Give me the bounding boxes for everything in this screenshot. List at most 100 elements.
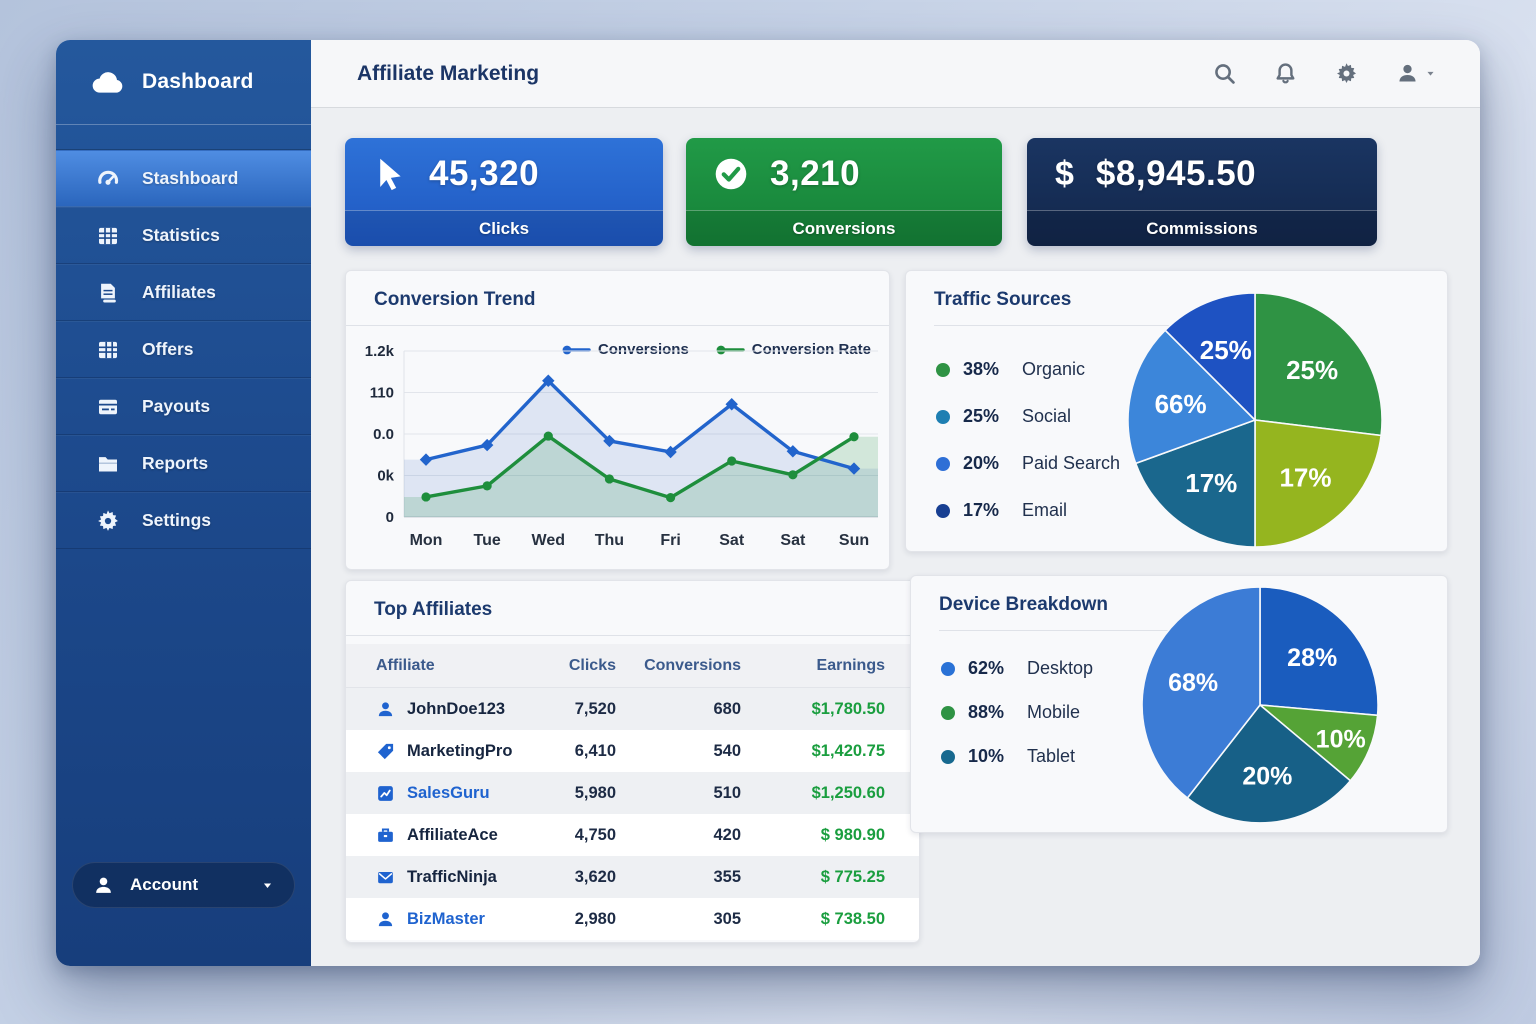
- data-point: [665, 493, 676, 503]
- clicks-cell: 3,620: [574, 867, 616, 886]
- data-point: [727, 456, 737, 466]
- kpi-label: Conversions: [686, 210, 1002, 246]
- legend-item: Conversion Rate: [715, 341, 871, 358]
- pie-slice-label: 25%: [1200, 335, 1252, 365]
- user-icon: [378, 911, 393, 926]
- legend-dot-icon: [936, 456, 950, 471]
- legend-item: 20% Paid Search: [936, 453, 1120, 474]
- settings-button[interactable]: [1335, 62, 1358, 85]
- column-header: Earnings: [816, 656, 885, 674]
- sidebar-item-label: Statistics: [142, 225, 220, 245]
- data-point: [482, 481, 492, 491]
- kpi-label: Commissions: [1027, 210, 1377, 246]
- sidebar-item-label: Settings: [142, 510, 212, 530]
- legend-dot-icon: [941, 705, 955, 720]
- sidebar-item-stashboard[interactable]: Stashboard: [56, 150, 311, 207]
- sidebar-item-reports[interactable]: Reports: [56, 435, 311, 492]
- svg-text:Mon: Mon: [410, 532, 443, 549]
- legend-item: Conversions: [561, 341, 689, 358]
- earnings-cell: $ 980.90: [820, 825, 885, 844]
- table-row[interactable]: MarketingPro 6,410 540 $1,420.75: [346, 730, 919, 772]
- earnings-cell: $ 738.50: [820, 909, 885, 928]
- sidebar-item-label: Stashboard: [142, 168, 239, 188]
- svg-text:0.0: 0.0: [373, 426, 394, 443]
- page-title: Affiliate Marketing: [357, 61, 540, 85]
- sidebar-item-label: Affiliates: [142, 282, 216, 302]
- divider: [346, 635, 919, 636]
- table-row[interactable]: BizMaster 2,980 305 $ 738.50: [346, 898, 919, 940]
- data-point: [725, 398, 738, 411]
- divider: [934, 325, 1173, 326]
- user-icon: [93, 875, 114, 896]
- conversions-cell: 680: [713, 699, 741, 718]
- dashboard-content: 45,320 Clicks 3,210 Conversions $ $8,945.…: [311, 108, 1480, 966]
- table-row[interactable]: SalesGuru 5,980 510 $1,250.60: [346, 772, 919, 814]
- pie-slice-label: 17%: [1185, 468, 1237, 498]
- sidebar-item-settings[interactable]: Settings: [56, 492, 311, 549]
- search-icon: [1215, 64, 1235, 84]
- pie-slice-label: 17%: [1279, 462, 1331, 492]
- svg-text:Wed: Wed: [532, 532, 565, 549]
- legend-item: 62% Desktop: [941, 658, 1093, 679]
- kpi-card-commissions: $ $8,945.50 Commissions: [1027, 138, 1377, 246]
- kpi-value: $8,945.50: [1095, 154, 1257, 193]
- pie-slice: [1127, 329, 1257, 465]
- traffic-sources-legend: 38% Organic 25% Social 20% Paid Search 1…: [936, 359, 1120, 521]
- sidebar-item-statistics[interactable]: Statistics: [56, 207, 311, 264]
- series-line: [424, 434, 856, 500]
- legend-dot-icon: [936, 503, 950, 518]
- data-point: [543, 431, 553, 441]
- affiliate-name-cell[interactable]: SalesGuru: [346, 784, 544, 803]
- pie-slice-label: 20%: [1242, 762, 1292, 790]
- earnings-cell: $1,780.50: [811, 699, 885, 718]
- svg-text:Fri: Fri: [660, 532, 680, 549]
- pie-slice-label: 66%: [1155, 389, 1207, 419]
- svg-text:0: 0: [386, 509, 394, 526]
- sidebar-item-label: Offers: [142, 339, 194, 359]
- svg-text:Thu: Thu: [595, 532, 624, 549]
- legend-item: 88% Mobile: [941, 702, 1093, 723]
- legend-marker: [716, 345, 745, 354]
- notifications-button[interactable]: [1274, 62, 1297, 85]
- chevron-down-icon: [263, 883, 272, 888]
- sidebar-item-offers[interactable]: Offers: [56, 321, 311, 378]
- account-button[interactable]: Account: [72, 862, 295, 908]
- sidebar-item-payouts[interactable]: Payouts: [56, 378, 311, 435]
- panel-title: Device Breakdown: [939, 594, 1108, 615]
- app-logo: Dashboard: [56, 40, 311, 124]
- table-row[interactable]: AffiliateAce 4,750 420 $ 980.90: [346, 814, 919, 856]
- table-row[interactable]: JohnDoe123 7,520 680 $1,780.50: [346, 688, 919, 730]
- column-header: Clicks: [568, 656, 616, 674]
- kpi-card-clicks: 45,320 Clicks: [345, 138, 663, 246]
- conversions-cell: 305: [713, 909, 741, 928]
- clicks-cell: 2,980: [574, 909, 616, 928]
- card-icon: [99, 399, 117, 414]
- user-menu-button[interactable]: [1396, 62, 1436, 85]
- legend-item: 10% Tablet: [941, 746, 1093, 767]
- divider: [56, 149, 311, 150]
- svg-text:Sat: Sat: [719, 532, 745, 549]
- sidebar-item-affiliates[interactable]: Affiliates: [56, 264, 311, 321]
- pie-slice-label: 28%: [1287, 644, 1337, 672]
- affiliate-name-cell: MarketingPro: [346, 742, 544, 761]
- account-label: Account: [130, 875, 198, 894]
- search-button[interactable]: [1213, 62, 1236, 85]
- top-affiliates-panel: Top Affiliates Affiliate Clicks Conversi…: [345, 580, 920, 943]
- pie-slice: [1254, 292, 1383, 437]
- device-breakdown-pie-chart: 28% 10% 20% 68%: [1141, 586, 1379, 824]
- table-header-row: Affiliate Clicks Conversions Earnings: [346, 644, 919, 688]
- svg-text:Sat: Sat: [780, 532, 806, 549]
- conversion-trend-panel: Conversion Trend Conversions Conversion …: [345, 270, 890, 570]
- user-icon: [1399, 64, 1416, 82]
- affiliate-name-cell: TrafficNinja: [346, 868, 544, 887]
- app-window: Dashboard Stashboard Statistics Affiliates…: [56, 40, 1480, 966]
- data-point: [788, 470, 798, 480]
- kpi-card-conversions: 3,210 Conversions: [686, 138, 1002, 246]
- legend-item: 17% Email: [936, 500, 1120, 521]
- data-point: [849, 432, 859, 442]
- chevron-down-icon: [261, 879, 274, 892]
- panel-title: Traffic Sources: [934, 289, 1072, 310]
- affiliate-name-cell[interactable]: BizMaster: [346, 910, 544, 929]
- table-row[interactable]: TrafficNinja 3,620 355 $ 775.25: [346, 856, 919, 898]
- conversion-trend-chart: 1.2k 110 0.0 0k 0 Mon Tue Wed Thu Fri Sat Sat Sun: [365, 343, 878, 549]
